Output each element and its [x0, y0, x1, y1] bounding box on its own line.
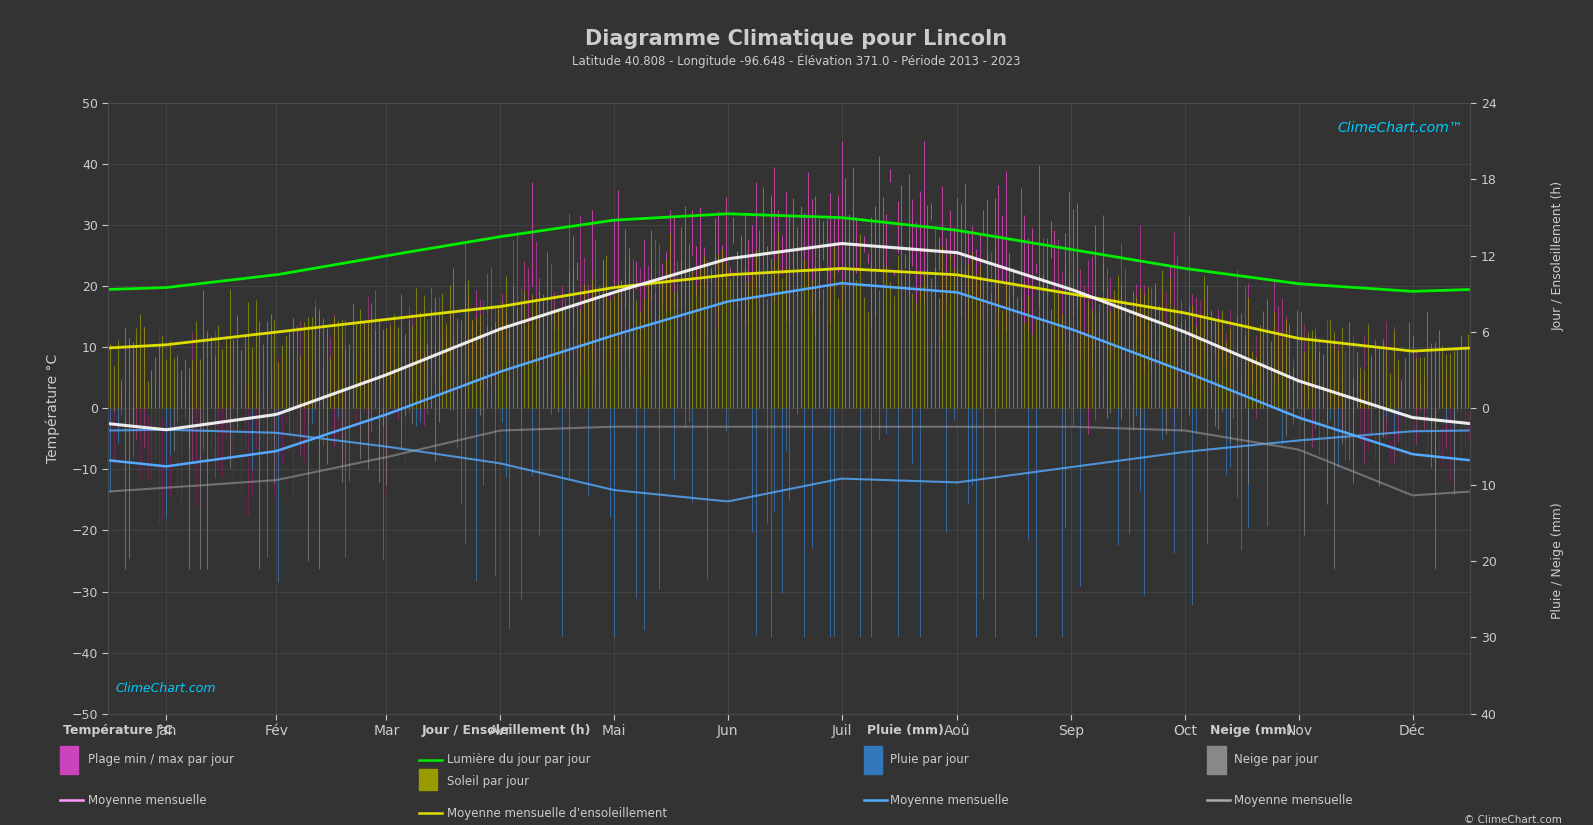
Text: Diagramme Climatique pour Lincoln: Diagramme Climatique pour Lincoln — [586, 29, 1007, 49]
Text: Neige par jour: Neige par jour — [1233, 753, 1317, 766]
Text: Moyenne mensuelle: Moyenne mensuelle — [1233, 794, 1352, 807]
Text: Neige (mm): Neige (mm) — [1211, 724, 1292, 737]
Text: Moyenne mensuelle d'ensoleillement: Moyenne mensuelle d'ensoleillement — [446, 807, 667, 819]
Text: ClimeChart.com: ClimeChart.com — [115, 682, 215, 695]
Text: Pluie / Neige (mm): Pluie / Neige (mm) — [1552, 502, 1564, 620]
Text: Latitude 40.808 - Longitude -96.648 - Élévation 371.0 - Période 2013 - 2023: Latitude 40.808 - Longitude -96.648 - Él… — [572, 54, 1021, 68]
Text: Pluie par jour: Pluie par jour — [890, 753, 969, 766]
Text: Moyenne mensuelle: Moyenne mensuelle — [890, 794, 1008, 807]
Y-axis label: Température °C: Température °C — [46, 354, 61, 463]
Text: Soleil par jour: Soleil par jour — [446, 775, 529, 788]
Text: Plage min / max par jour: Plage min / max par jour — [88, 753, 234, 766]
Text: Moyenne mensuelle: Moyenne mensuelle — [88, 794, 207, 807]
Bar — [863, 746, 883, 774]
Text: Lumière du jour par jour: Lumière du jour par jour — [446, 753, 591, 766]
Bar — [59, 746, 78, 774]
Text: © ClimeChart.com: © ClimeChart.com — [1464, 815, 1561, 825]
Text: Température °C: Température °C — [62, 724, 172, 737]
Bar — [419, 769, 438, 790]
Text: Jour / Ensoleillement (h): Jour / Ensoleillement (h) — [1552, 181, 1564, 331]
Text: Jour / Ensoleillement (h): Jour / Ensoleillement (h) — [422, 724, 591, 737]
Text: ClimeChart.com™: ClimeChart.com™ — [1338, 121, 1464, 135]
Text: Pluie (mm): Pluie (mm) — [867, 724, 943, 737]
Bar — [1207, 746, 1227, 774]
